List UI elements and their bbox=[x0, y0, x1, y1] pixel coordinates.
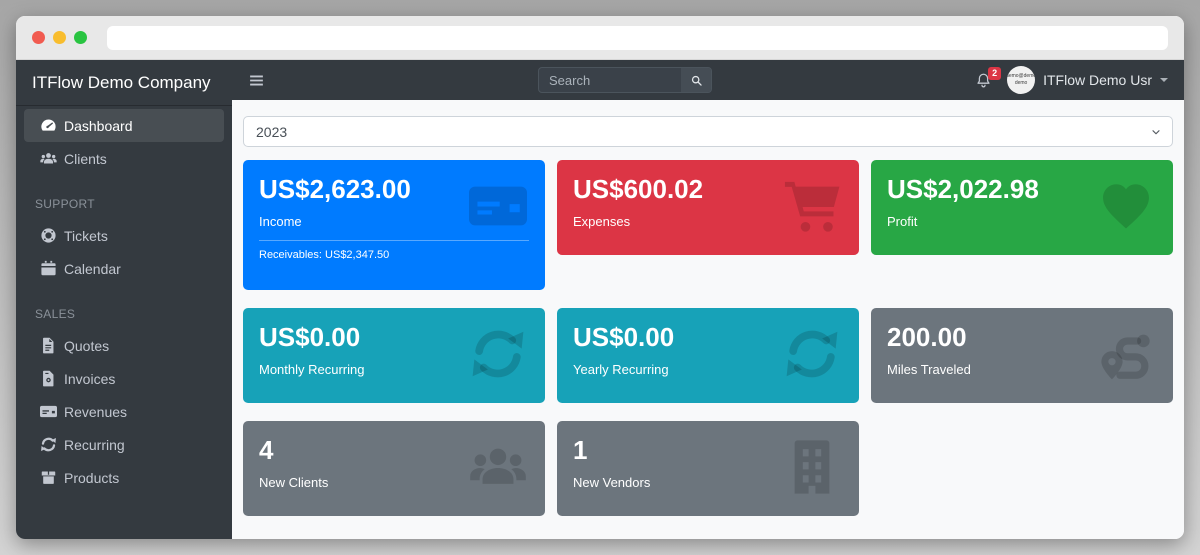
sidebar-item-label: Products bbox=[64, 469, 120, 486]
card-label: New Vendors bbox=[573, 474, 651, 490]
year-select-value: 2023 bbox=[256, 123, 288, 140]
card-label: Monthly Recurring bbox=[259, 361, 365, 377]
caret-down-icon bbox=[1160, 78, 1168, 82]
top-navbar: 2 demo@demo demo ITFlow Demo Usr bbox=[232, 60, 1184, 100]
sidebar: ITFlow Demo Company Dashboard Clients SU… bbox=[16, 60, 232, 539]
app-frame: ITFlow Demo Company Dashboard Clients SU… bbox=[16, 60, 1184, 539]
close-button[interactable] bbox=[32, 31, 45, 44]
year-select[interactable]: 2023 bbox=[243, 116, 1173, 147]
card-label: Expenses bbox=[573, 213, 631, 229]
user-menu[interactable]: demo@demo demo ITFlow Demo Usr bbox=[1007, 66, 1168, 94]
card-value: US$2,623.00 bbox=[259, 174, 411, 204]
credit-card-icon bbox=[40, 403, 57, 420]
sidebar-item-label: Calendar bbox=[64, 260, 121, 277]
search-input[interactable] bbox=[539, 68, 681, 92]
sidebar-item-label: Clients bbox=[64, 150, 107, 167]
sidebar-item-label: Revenues bbox=[64, 403, 128, 420]
url-bar[interactable] bbox=[107, 25, 1168, 50]
card-label: Income bbox=[259, 213, 302, 229]
card-monthly-recurring[interactable]: US$0.00 Monthly Recurring bbox=[243, 308, 545, 403]
sidebar-item-label: Tickets bbox=[64, 227, 108, 244]
card-miles-traveled[interactable]: 200.00 Miles Traveled bbox=[871, 308, 1173, 403]
sidebar-heading-support: SUPPORT bbox=[35, 197, 95, 211]
brand-title[interactable]: ITFlow Demo Company bbox=[16, 60, 232, 106]
cards-row-2: US$0.00 Monthly Recurring US$0.00 Yearly… bbox=[243, 308, 1173, 403]
card-new-vendors[interactable]: 1 New Vendors bbox=[557, 421, 859, 516]
sidebar-item-quotes[interactable]: Quotes bbox=[24, 329, 224, 362]
main-column: 2 demo@demo demo ITFlow Demo Usr 2023 bbox=[232, 60, 1184, 539]
sidebar-item-label: Recurring bbox=[64, 436, 125, 453]
sidebar-toggle-button[interactable] bbox=[248, 72, 265, 89]
browser-chrome bbox=[16, 16, 1184, 60]
card-income[interactable]: US$2,623.00 Income Receivables: US$2,347… bbox=[243, 160, 545, 290]
card-new-clients[interactable]: 4 New Clients bbox=[243, 421, 545, 516]
sidebar-item-clients[interactable]: Clients bbox=[24, 142, 224, 175]
sidebar-item-dashboard[interactable]: Dashboard bbox=[24, 109, 224, 142]
user-name: ITFlow Demo Usr bbox=[1043, 72, 1152, 88]
users-icon bbox=[40, 150, 57, 167]
sidebar-heading-sales: SALES bbox=[35, 307, 76, 321]
search-box bbox=[538, 67, 712, 93]
card-value: 200.00 bbox=[887, 322, 967, 352]
sidebar-item-label: Dashboard bbox=[64, 117, 133, 134]
navbar-right: 2 demo@demo demo ITFlow Demo Usr bbox=[973, 66, 1168, 94]
search-icon bbox=[690, 74, 703, 87]
tachometer-icon bbox=[40, 117, 57, 134]
cards-row-1: US$2,623.00 Income Receivables: US$2,347… bbox=[243, 160, 1173, 290]
card-label: Yearly Recurring bbox=[573, 361, 669, 377]
avatar-text: demo bbox=[1014, 80, 1028, 86]
chevron-down-icon bbox=[1150, 126, 1162, 138]
dashboard-content: 2023 US$2,623.00 Income Receivables: US$… bbox=[232, 100, 1184, 539]
file-invoice-dollar-icon bbox=[40, 370, 57, 387]
sidebar-item-calendar[interactable]: Calendar bbox=[24, 252, 224, 285]
sidebar-item-label: Quotes bbox=[64, 337, 110, 354]
search-button[interactable] bbox=[681, 68, 711, 92]
life-ring-icon bbox=[40, 227, 57, 244]
card-value: US$0.00 bbox=[573, 322, 675, 352]
card-label: New Clients bbox=[259, 474, 329, 490]
box-icon bbox=[40, 469, 57, 486]
sidebar-item-revenues[interactable]: Revenues bbox=[24, 395, 224, 428]
notifications-button[interactable]: 2 bbox=[973, 66, 1002, 91]
card-expenses[interactable]: US$600.02 Expenses bbox=[557, 160, 859, 255]
avatar-text: demo@demo bbox=[1007, 73, 1036, 79]
card-value: US$0.00 bbox=[259, 322, 361, 352]
minimize-button[interactable] bbox=[53, 31, 66, 44]
card-yearly-recurring[interactable]: US$0.00 Yearly Recurring bbox=[557, 308, 859, 403]
sidebar-item-tickets[interactable]: Tickets bbox=[24, 219, 224, 252]
browser-window: ITFlow Demo Company Dashboard Clients SU… bbox=[16, 16, 1184, 539]
card-value: 4 bbox=[259, 435, 274, 465]
sidebar-item-products[interactable]: Products bbox=[24, 461, 224, 494]
sidebar-item-recurring[interactable]: Recurring bbox=[24, 428, 224, 461]
calendar-icon bbox=[40, 260, 57, 277]
maximize-button[interactable] bbox=[74, 31, 87, 44]
card-value: US$600.02 bbox=[573, 174, 704, 204]
card-label: Profit bbox=[887, 213, 918, 229]
notification-badge: 2 bbox=[988, 66, 1002, 80]
sidebar-item-invoices[interactable]: Invoices bbox=[24, 362, 224, 395]
card-value: US$2,022.98 bbox=[887, 174, 1039, 204]
card-value: 1 bbox=[573, 435, 588, 465]
card-footer: Receivables: US$2,347.50 bbox=[259, 239, 529, 261]
sidebar-item-label: Invoices bbox=[64, 370, 116, 387]
cards-row-3: 4 New Clients 1 New Vendors bbox=[243, 421, 1173, 516]
card-profit[interactable]: US$2,022.98 Profit bbox=[871, 160, 1173, 255]
sync-icon bbox=[40, 436, 57, 453]
file-lines-icon bbox=[40, 337, 57, 354]
avatar: demo@demo demo bbox=[1007, 66, 1036, 94]
card-label: Miles Traveled bbox=[887, 361, 971, 377]
sidebar-nav: Dashboard Clients SUPPORT Tickets Calend… bbox=[16, 106, 232, 494]
